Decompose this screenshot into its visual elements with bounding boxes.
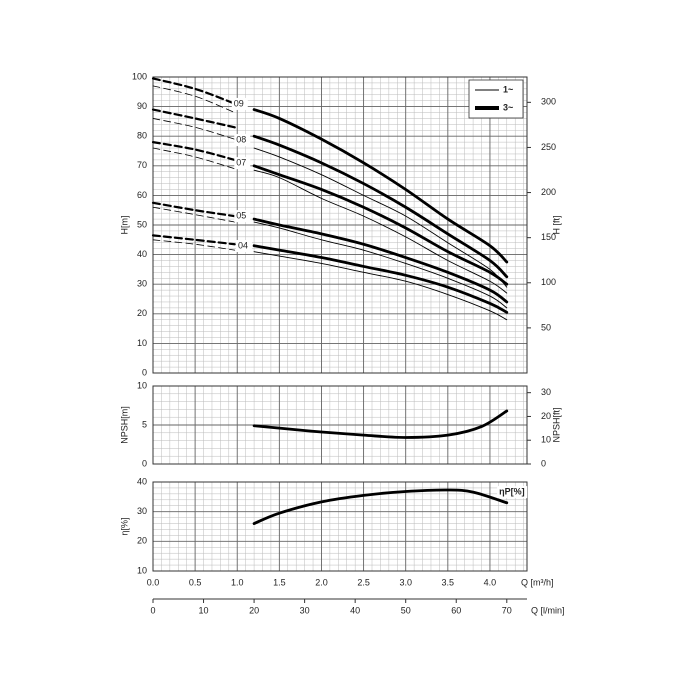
annotation-bg: [497, 486, 528, 499]
y2-tick-label: 50: [541, 322, 551, 332]
y-tick-label: 10: [137, 380, 147, 390]
y-tick-label: 40: [137, 476, 147, 486]
annotation: 04: [238, 240, 248, 250]
y2-axis-label: NPSH[ft]: [551, 407, 561, 442]
x2-tick-label: 30: [300, 605, 310, 615]
y-tick-label: 0: [142, 367, 147, 377]
annotation: ηP[%]: [499, 486, 525, 496]
y-tick-label: 70: [137, 160, 147, 170]
curve: [253, 169, 508, 294]
y-tick-label: 100: [132, 71, 147, 81]
extrapolated-curve: [151, 234, 236, 246]
curve: [252, 164, 509, 286]
annotation-bg: [231, 97, 248, 110]
curve: [252, 488, 509, 525]
y2-tick-label: 250: [541, 142, 556, 152]
y-tick-label: 5: [142, 419, 147, 429]
annotation: 09: [234, 98, 244, 108]
extrapolated-curve: [151, 108, 236, 129]
x-tick-label: 2.5: [357, 577, 370, 587]
y2-tick-label: 20: [541, 411, 551, 421]
annotation-bg: [235, 240, 252, 253]
legend-box: [468, 79, 524, 119]
curve: [253, 147, 508, 288]
x-tick-label: 1.5: [273, 577, 286, 587]
legend-label: 1~: [503, 84, 513, 94]
curve: [252, 217, 509, 304]
y-axis-label: NPSH[m]: [119, 406, 129, 444]
annotation: 07: [236, 158, 246, 168]
y-tick-label: 50: [137, 219, 147, 229]
y-tick-label: 0: [142, 458, 147, 468]
x2-tick-label: 60: [451, 605, 461, 615]
x-tick-label: 4.0: [484, 577, 497, 587]
plot-frame: [152, 385, 528, 465]
annotation: 05: [236, 210, 246, 220]
plot-frame: [152, 481, 528, 572]
annotation: 08: [236, 134, 246, 144]
y2-tick-label: 0: [541, 458, 546, 468]
y2-tick-label: 10: [541, 435, 551, 445]
y2-axis-label: H [ft]: [551, 215, 561, 234]
x-tick-label: 2.0: [315, 577, 328, 587]
y-tick-label: 60: [137, 190, 147, 200]
x2-tick-label: 20: [249, 605, 259, 615]
extrapolated-curve: [151, 77, 236, 105]
plot-frame: [152, 76, 528, 374]
y2-tick-label: 100: [541, 277, 556, 287]
annotation-bg: [234, 210, 251, 223]
extrapolated-curve: [151, 201, 236, 218]
annotation-bg: [234, 157, 251, 170]
y-tick-label: 40: [137, 249, 147, 259]
x-tick-label: 0.5: [189, 577, 202, 587]
x2-tick-label: 70: [502, 605, 512, 615]
x-tick-label: 0.0: [147, 577, 160, 587]
curve: [253, 251, 508, 321]
y2-tick-label: 300: [541, 97, 556, 107]
y-tick-label: 30: [137, 506, 147, 516]
x2-tick-label: 10: [199, 605, 209, 615]
curve: [252, 244, 509, 314]
y-tick-label: 20: [137, 536, 147, 546]
x-tick-label: 1.0: [231, 577, 244, 587]
y2-tick-label: 200: [541, 187, 556, 197]
curve: [252, 409, 509, 439]
x2-tick-label: 0: [150, 605, 155, 615]
extrapolated-curve: [151, 141, 236, 161]
x-tick-label: 3.5: [442, 577, 455, 587]
y-tick-label: 10: [137, 338, 147, 348]
y2-tick-label: 30: [541, 387, 551, 397]
y-tick-label: 30: [137, 279, 147, 289]
y-tick-label: 10: [137, 565, 147, 575]
x-axis-label: Q [m³/h]: [521, 577, 554, 587]
x2-tick-label: 50: [401, 605, 411, 615]
annotation-bg: [234, 134, 251, 147]
curve: [252, 108, 509, 264]
y2-tick-label: 150: [541, 232, 556, 242]
x2-axis-label: Q [l/min]: [531, 605, 565, 615]
legend-label: 3~: [503, 102, 513, 112]
curve: [253, 221, 508, 309]
y-tick-label: 80: [137, 131, 147, 141]
y-axis-label: H[m]: [119, 216, 129, 235]
extrapolated-curve: [152, 85, 236, 113]
y-tick-label: 20: [137, 308, 147, 318]
x2-tick-label: 40: [350, 605, 360, 615]
y-tick-label: 90: [137, 101, 147, 111]
y-axis-label: η[%]: [119, 517, 129, 535]
curve: [252, 134, 509, 279]
x-tick-label: 3.0: [399, 577, 412, 587]
